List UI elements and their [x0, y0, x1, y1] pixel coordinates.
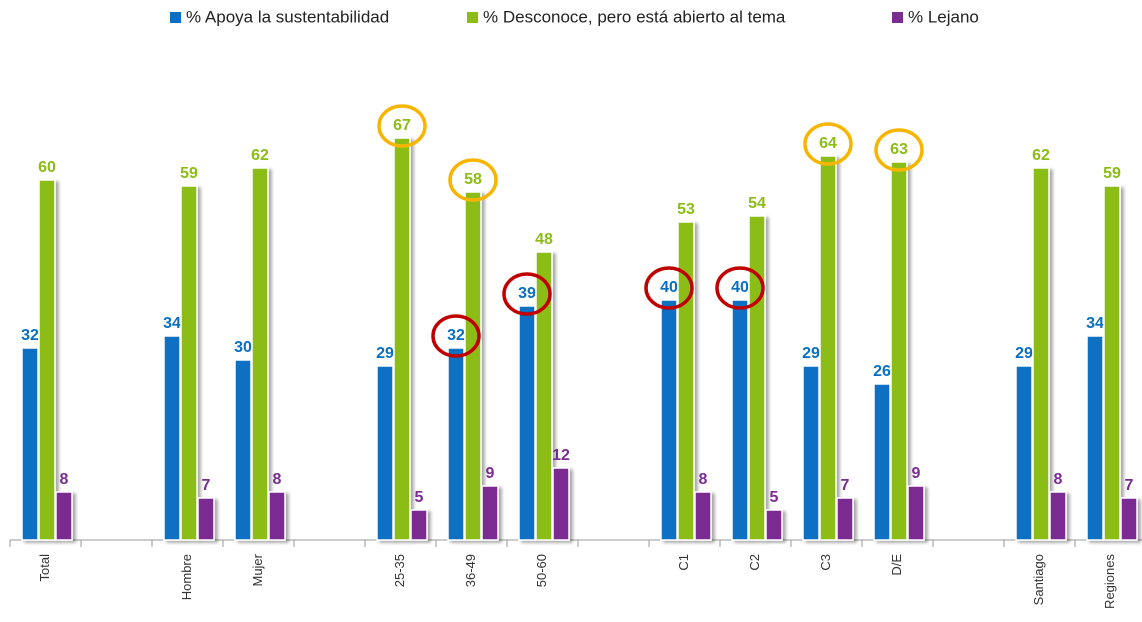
bar: [890, 161, 908, 541]
value-label: 40: [731, 279, 749, 296]
value-label: 59: [180, 165, 198, 182]
bar: [55, 491, 73, 541]
value-label: 62: [1032, 147, 1050, 164]
value-label: 26: [873, 363, 891, 380]
bar: [1032, 167, 1050, 541]
value-label: 39: [518, 285, 536, 302]
bar: [694, 491, 712, 541]
value-label: 30: [234, 339, 252, 356]
bar: [410, 509, 428, 541]
value-label: 60: [38, 159, 56, 176]
x-tick-label: Regiones: [1102, 554, 1117, 609]
x-tick-label: Total: [37, 554, 52, 582]
highlight-circle: [448, 158, 498, 202]
bar: [376, 365, 394, 541]
x-tick-label: C3: [818, 554, 833, 571]
bar: [1049, 491, 1067, 541]
highlight-circle: [874, 128, 924, 172]
legend-label: % Desconoce, pero está abierto al tema: [483, 7, 786, 26]
x-tick-label: C1: [676, 554, 691, 571]
x-tick-label: Santiago: [1031, 554, 1046, 605]
legend-swatch: [170, 12, 181, 23]
bar: [464, 191, 482, 541]
bar: [197, 497, 215, 541]
value-label: 40: [660, 279, 678, 296]
value-label: 34: [163, 315, 181, 332]
value-label: 29: [376, 345, 394, 362]
bar: [518, 305, 536, 541]
value-label: 5: [415, 489, 424, 506]
legend-label: % Lejano: [908, 7, 979, 26]
highlight-circle: [644, 266, 694, 310]
value-label: 5: [770, 489, 779, 506]
value-label: 34: [1086, 315, 1104, 332]
bar: [393, 137, 411, 541]
value-label: 58: [464, 171, 482, 188]
value-label: 8: [699, 471, 708, 488]
legend-swatch: [892, 12, 903, 23]
value-label: 9: [486, 465, 495, 482]
bar: [180, 185, 198, 541]
value-label: 32: [21, 327, 39, 344]
bar: [447, 347, 465, 541]
bar: [677, 221, 695, 541]
value-label: 59: [1103, 165, 1121, 182]
bar: [268, 491, 286, 541]
legend-swatch: [467, 12, 478, 23]
value-label: 32: [447, 327, 465, 344]
value-label: 8: [1054, 471, 1063, 488]
bar: [535, 251, 553, 541]
value-label: 8: [273, 471, 282, 488]
value-label: 29: [802, 345, 820, 362]
x-tick-label: Mujer: [250, 553, 265, 586]
bar: [819, 155, 837, 541]
bar: [1086, 335, 1104, 541]
value-label: 48: [535, 231, 553, 248]
highlight-circle: [803, 122, 853, 166]
bar: [163, 335, 181, 541]
x-tick-label: Hombre: [179, 554, 194, 600]
value-label: 7: [202, 477, 211, 494]
bar: [836, 497, 854, 541]
value-label: 7: [1125, 477, 1134, 494]
value-label: 62: [251, 147, 269, 164]
x-tick-label: C2: [747, 554, 762, 571]
bar: [748, 215, 766, 541]
bar: [552, 467, 570, 541]
bar: [802, 365, 820, 541]
x-tick-label: 25-35: [392, 554, 407, 587]
highlight-circle: [431, 314, 481, 358]
value-label: 63: [890, 141, 908, 158]
value-label: 54: [748, 195, 766, 212]
bar: [731, 299, 749, 541]
bar: [1015, 365, 1033, 541]
bar: [1120, 497, 1138, 541]
bar: [765, 509, 783, 541]
bar: [907, 485, 925, 541]
value-label: 9: [912, 465, 921, 482]
value-label: 67: [393, 117, 411, 134]
bar: [660, 299, 678, 541]
bar: [234, 359, 252, 541]
value-label: 64: [819, 135, 837, 152]
x-tick-label: D/E: [889, 554, 904, 576]
bar: [38, 179, 56, 541]
value-label: 8: [60, 471, 69, 488]
value-label: 29: [1015, 345, 1033, 362]
bar: [251, 167, 269, 541]
value-label: 53: [677, 201, 695, 218]
highlight-circle: [377, 104, 427, 148]
bar: [873, 383, 891, 541]
value-label: 7: [841, 477, 850, 494]
legend-label: % Apoya la sustentabilidad: [186, 7, 389, 26]
bar: [481, 485, 499, 541]
highlight-circle: [715, 266, 765, 310]
x-tick-label: 50-60: [534, 554, 549, 587]
bar: [21, 347, 39, 541]
x-tick-label: 36-49: [463, 554, 478, 587]
highlight-circle: [502, 272, 552, 316]
value-label: 12: [552, 447, 570, 464]
bar: [1103, 185, 1121, 541]
